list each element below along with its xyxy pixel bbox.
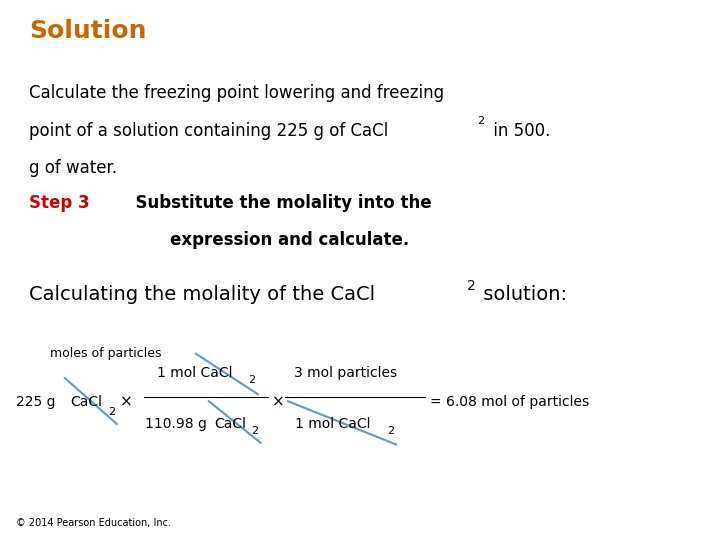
Text: © 2014 Pearson Education, Inc.: © 2014 Pearson Education, Inc. <box>16 518 171 528</box>
Text: 1 mol CaCl: 1 mol CaCl <box>157 366 233 380</box>
Text: = 6.08 mol of particles: = 6.08 mol of particles <box>430 395 589 409</box>
Text: Calculating the molality of the CaCl: Calculating the molality of the CaCl <box>29 285 375 304</box>
Text: CaCl: CaCl <box>71 395 102 409</box>
Text: Solution: Solution <box>29 19 146 43</box>
Text: 3 mol particles: 3 mol particles <box>294 366 397 380</box>
Text: 110.98 g: 110.98 g <box>145 417 207 431</box>
Text: 2: 2 <box>248 375 256 384</box>
Text: solution:: solution: <box>477 285 567 304</box>
Text: ×: × <box>120 395 132 410</box>
Text: Step 3: Step 3 <box>29 194 89 212</box>
Text: 2: 2 <box>108 407 115 417</box>
Text: in 500.: in 500. <box>488 122 551 139</box>
Text: 2: 2 <box>467 279 475 293</box>
Text: 1 mol CaCl: 1 mol CaCl <box>295 417 371 431</box>
Text: 2: 2 <box>251 426 258 436</box>
Text: Substitute the molality into the: Substitute the molality into the <box>124 194 431 212</box>
Text: CaCl: CaCl <box>215 417 246 431</box>
Text: moles of particles: moles of particles <box>50 347 162 360</box>
Text: 225 g: 225 g <box>16 395 55 409</box>
Text: Calculate the freezing point lowering and freezing: Calculate the freezing point lowering an… <box>29 84 444 102</box>
Text: 2: 2 <box>387 426 394 436</box>
Text: ×: × <box>272 395 285 410</box>
Text: g of water.: g of water. <box>29 159 117 177</box>
Text: expression and calculate.: expression and calculate. <box>124 231 409 249</box>
Text: point of a solution containing 225 g of CaCl: point of a solution containing 225 g of … <box>29 122 388 139</box>
Text: 2: 2 <box>477 116 484 126</box>
